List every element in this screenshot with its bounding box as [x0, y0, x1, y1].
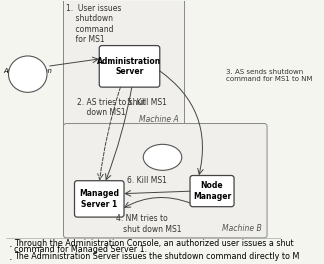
Text: Node
Manager: Node Manager — [193, 181, 231, 201]
FancyBboxPatch shape — [190, 176, 234, 207]
Text: Managed
Server 1: Managed Server 1 — [79, 189, 119, 209]
FancyBboxPatch shape — [64, 0, 185, 129]
Text: 3. AS sends shutdown
command for MS1 to NM: 3. AS sends shutdown command for MS1 to … — [226, 69, 312, 82]
FancyBboxPatch shape — [64, 124, 267, 238]
Text: .: . — [8, 252, 12, 262]
Text: 4. NM tries to
   shut down MS1: 4. NM tries to shut down MS1 — [116, 214, 181, 234]
Text: 6. Kill MS1: 6. Kill MS1 — [127, 176, 167, 185]
Circle shape — [8, 56, 47, 92]
Text: 5. Kill MS1: 5. Kill MS1 — [127, 97, 167, 107]
Text: Administration
Console: Administration Console — [3, 68, 52, 81]
Text: Machine B: Machine B — [222, 224, 261, 233]
Text: Through the Administration Console, an authorized user issues a shut: Through the Administration Console, an a… — [14, 239, 294, 248]
Text: The Administration Server issues the shutdown command directly to M: The Administration Server issues the shu… — [14, 252, 299, 261]
Text: .: . — [8, 239, 12, 249]
Text: 2. AS tries to shut
    down MS1: 2. AS tries to shut down MS1 — [77, 97, 146, 117]
Text: Machine A: Machine A — [139, 115, 179, 124]
Text: command for Managed Server 1.: command for Managed Server 1. — [14, 245, 147, 254]
Text: Administration
Server: Administration Server — [98, 57, 162, 76]
Ellipse shape — [143, 144, 182, 170]
FancyBboxPatch shape — [75, 181, 124, 217]
Text: 1.  User issues
    shutdown
    command
    for MS1: 1. User issues shutdown command for MS1 — [66, 4, 122, 44]
FancyBboxPatch shape — [99, 46, 160, 87]
Text: Operating
System: Operating System — [145, 151, 180, 164]
